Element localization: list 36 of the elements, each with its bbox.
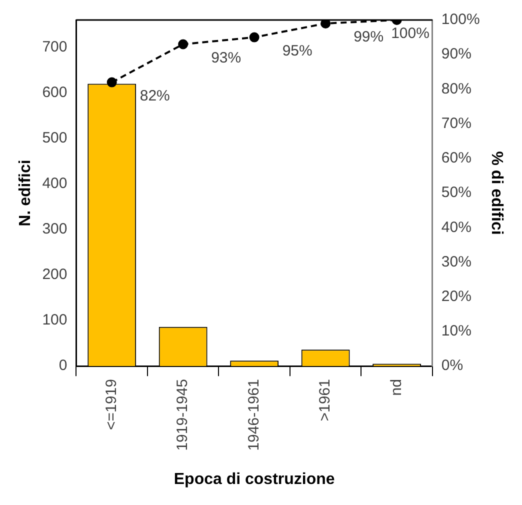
data-label: 82%	[140, 87, 170, 104]
data-label: 95%	[282, 42, 312, 60]
y-tick-label: 300	[42, 220, 68, 238]
y2-tick-label: 50%	[441, 184, 472, 202]
y2-axis-title: % di edifici	[488, 151, 505, 235]
point	[178, 39, 188, 50]
y2-tick-label: 60%	[441, 150, 472, 167]
y-tick-label: 400	[42, 175, 68, 192]
data-label: 99%	[354, 28, 384, 46]
y2-tick-label: 90%	[441, 46, 472, 63]
y-tick-label: 0	[58, 357, 68, 374]
y2-tick-label: 70%	[441, 114, 472, 132]
y2-tick-label: 40%	[441, 218, 472, 236]
y2-tick-label: 10%	[441, 322, 472, 340]
y-axis-title: N. edifici	[17, 160, 34, 226]
x-tick-label: >1961	[316, 379, 334, 422]
y2-tick-label: 30%	[441, 253, 472, 270]
y-tick-label: 700	[42, 38, 68, 56]
y2-tick-label: 20%	[441, 288, 472, 305]
y2-tick-label: 80%	[441, 80, 472, 98]
point	[106, 77, 117, 88]
y-tick-label: 500	[42, 130, 68, 147]
y2-tick-label: 100%	[441, 11, 480, 28]
y-tick-label: 200	[42, 266, 68, 284]
x-axis-title: Epoca di costruzione	[174, 470, 335, 488]
point	[320, 20, 331, 28]
data-label: 100%	[391, 25, 430, 42]
x-tick-label: 1946-1961	[245, 379, 262, 451]
x-tick-label: nd	[388, 379, 405, 396]
point	[249, 32, 260, 42]
y2-tick-label: 0%	[441, 357, 464, 374]
x-tick-label: 1919-1945	[174, 379, 192, 451]
y-tick-label: 600	[42, 84, 68, 101]
y-tick-label: 100	[42, 312, 68, 329]
data-label: 93%	[211, 49, 242, 66]
x-tick-label: <=1919	[102, 379, 120, 430]
